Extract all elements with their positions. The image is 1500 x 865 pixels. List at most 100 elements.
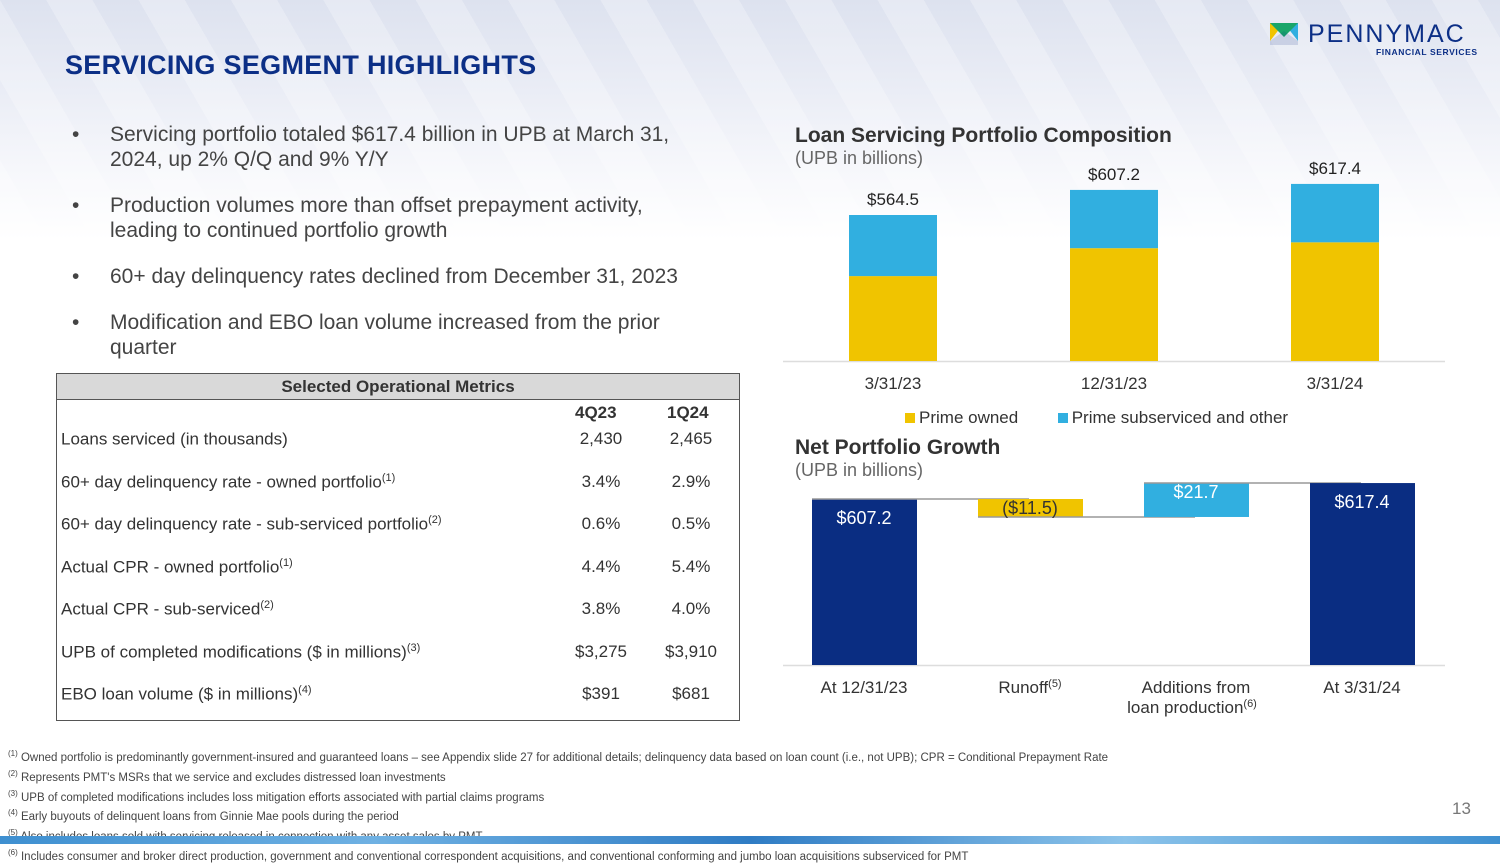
row-label: UPB of completed modifications ($ in mil… (61, 642, 420, 663)
footnote-ref: (1) (381, 471, 396, 484)
footnote-mark: (3) (8, 788, 18, 798)
waterfall-bar (1144, 483, 1249, 517)
table-title: Selected Operational Metrics (57, 374, 739, 400)
footnotes: (1) Owned portfolio is predominantly gov… (8, 746, 1108, 865)
row-label-text: Actual CPR - owned portfolio (61, 557, 280, 577)
footnote-ref: (4) (298, 684, 312, 696)
chart-subtitle: (UPB in billions) (795, 460, 923, 480)
x-tick-label: Additions from loan production(6) (1127, 678, 1257, 717)
footnote-text: UPB of completed modifications includes … (20, 791, 545, 804)
value-4q23: $391 (582, 684, 620, 703)
footnote-ref: (2) (260, 599, 274, 611)
value-4q23: 3.8% (581, 599, 621, 618)
footnote-mark: (6) (8, 848, 18, 858)
value-4q23: 2,430 (579, 429, 623, 448)
charts-canvas: Loan Servicing Portfolio Composition(UPB… (783, 124, 1445, 717)
waterfall-bar (812, 499, 917, 665)
footnote-ref: (3) (406, 641, 421, 654)
value-4q23: $3,275 (575, 641, 627, 661)
footnote-text: Includes consumer and broker direct prod… (20, 850, 969, 863)
row-label: Actual CPR - sub-serviced(2) (61, 599, 274, 620)
footnote-mark: (2) (8, 768, 18, 778)
value-4q23: 4.4% (581, 556, 621, 576)
page-number: 13 (1452, 799, 1471, 818)
row-label: 60+ day delinquency rate - owned portfol… (61, 472, 395, 493)
row-label-text: EBO loan volume ($ in millions) (61, 684, 299, 704)
bar-segment-prime-subserviced (1291, 183, 1379, 243)
bar-total-label: $617.4 (1309, 159, 1361, 178)
bar-segment-prime-subserviced (1070, 189, 1158, 249)
chart-subtitle: (UPB in billions) (795, 148, 923, 168)
row-label-text: Loans serviced (in thousands) (61, 429, 288, 449)
x-tick-label: At 3/31/24 (1323, 678, 1401, 697)
footnote-mark: (4) (8, 808, 18, 818)
bar-value-label: $617.4 (1334, 492, 1389, 512)
x-tick-label: 12/31/23 (1081, 374, 1147, 393)
pennymac-logo: PENNYMAC FINANCIAL SERVICES (1270, 20, 1485, 60)
row-label-text: UPB of completed modifications ($ in mil… (61, 642, 407, 662)
bullet-item: Modification and EBO loan volume increas… (70, 310, 710, 360)
footnote: (6) Includes consumer and broker direct … (8, 845, 1108, 865)
bar-segment-prime-owned (1070, 248, 1158, 361)
bar-segment-prime-owned (849, 276, 937, 361)
row-label-text: 60+ day delinquency rate - owned portfol… (61, 472, 382, 492)
row-label: 60+ day delinquency rate - sub-serviced … (61, 514, 442, 535)
value-1q24: $681 (672, 684, 710, 703)
value-1q24: $3,910 (665, 641, 717, 661)
chart-title: Net Portfolio Growth (795, 436, 1000, 459)
row-label: EBO loan volume ($ in millions)(4) (61, 684, 312, 705)
row-label: Actual CPR - owned portfolio(1) (61, 557, 293, 578)
operational-metrics-table: Selected Operational Metrics 4Q23 1Q24 L… (56, 373, 740, 721)
logo-text: PENNYMAC (1308, 20, 1466, 48)
footnote-mark: (1) (8, 749, 18, 758)
bar-segment-prime-owned (1291, 242, 1379, 361)
footnote-text: Represents PMT's MSRs that we service an… (20, 771, 446, 784)
logo-mark-icon (1270, 23, 1298, 45)
footnote-text: Early buyouts of delinquent loans from G… (20, 811, 399, 824)
legend-swatch-prime-owned (905, 413, 915, 423)
footnote: (4) Early buyouts of delinquent loans fr… (8, 805, 1108, 825)
column-header: 1Q24 (667, 403, 709, 422)
footnote-ref: (2) (428, 514, 442, 526)
x-tick-label: Runoff(5) (998, 678, 1061, 697)
chart-title: Loan Servicing Portfolio Composition (795, 124, 1172, 147)
x-tick-label: 3/31/23 (865, 374, 922, 393)
legend-swatch-prime-subserviced (1057, 413, 1068, 423)
column-header: 4Q23 (575, 403, 617, 422)
bullet-item: Servicing portfolio totaled $617.4 billi… (70, 122, 710, 172)
footnote-ref: (6) (1243, 698, 1256, 710)
bullet-item: Production volumes more than offset prep… (70, 193, 710, 243)
bar-value-label: $21.7 (1173, 482, 1218, 502)
bar-total-label: $607.2 (1088, 165, 1140, 184)
bullet-item: 60+ day delinquency rates declined from … (70, 264, 710, 289)
bottom-bar (0, 836, 1500, 844)
footnote-ref: (1) (279, 556, 293, 569)
value-4q23: 3.4% (581, 471, 621, 491)
footnote-mark: (5) (8, 828, 18, 838)
legend-label: Prime subserviced and other (1071, 408, 1289, 427)
row-label: Loans serviced (in thousands) (61, 429, 288, 450)
page-title: SERVICING SEGMENT HIGHLIGHTS (65, 50, 537, 80)
legend-label: Prime owned (919, 408, 1019, 427)
bar-total-label: $564.5 (867, 190, 919, 209)
waterfall-bar (978, 499, 1083, 517)
value-1q24: 2.9% (671, 471, 711, 491)
highlights-list: Servicing portfolio totaled $617.4 billi… (70, 122, 710, 381)
bar-value-label: $607.2 (836, 508, 891, 528)
waterfall-bar (1310, 483, 1415, 665)
logo-subtext: FINANCIAL SERVICES (1376, 47, 1478, 57)
value-1q24: 2,465 (669, 429, 713, 448)
chart-legend: Prime owned Prime subserviced and other (905, 408, 1288, 428)
footnote: (3) UPB of completed modifications inclu… (8, 786, 1108, 806)
value-1q24: 5.4% (671, 556, 711, 576)
footnote-ref: (5) (1048, 678, 1061, 690)
x-tick-label: 3/31/24 (1307, 374, 1364, 393)
value-4q23: 0.6% (581, 514, 621, 533)
value-1q24: 0.5% (671, 514, 711, 533)
footnote: (1) Owned portfolio is predominantly gov… (8, 746, 1108, 766)
footnote: (2) Represents PMT's MSRs that we servic… (8, 766, 1108, 786)
value-1q24: 4.0% (671, 599, 711, 618)
x-tick-label: At 12/31/23 (821, 678, 908, 697)
bar-value-label: ($11.5) (1002, 498, 1058, 518)
row-label-text: 60+ day delinquency rate - sub-serviced … (61, 514, 429, 534)
